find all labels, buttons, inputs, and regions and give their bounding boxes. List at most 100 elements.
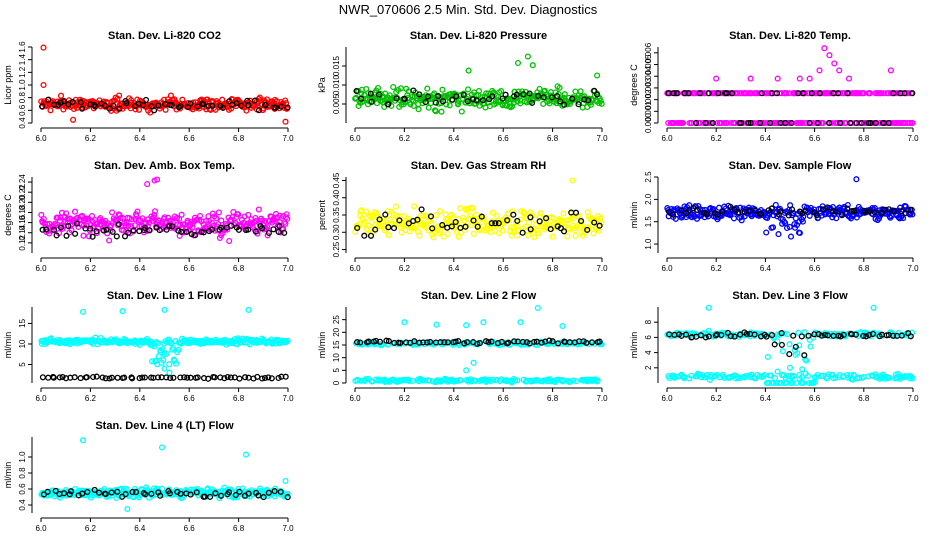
- y-tick-label: 0.24: [18, 174, 27, 190]
- data-point: [236, 375, 243, 382]
- data-point: [128, 216, 135, 223]
- data-point: [176, 215, 183, 223]
- data-point: [666, 208, 673, 215]
- data-point: [671, 374, 678, 381]
- y-tick-label: 0.000: [644, 112, 653, 133]
- panel-title: Stan. Dev. Line 2 Flow: [421, 290, 537, 302]
- data-point: [730, 215, 738, 222]
- data-point: [498, 338, 505, 345]
- data-point: [282, 477, 289, 485]
- data-point: [439, 221, 446, 229]
- data-point: [166, 369, 173, 376]
- data-point: [685, 90, 692, 97]
- data-point: [581, 96, 588, 103]
- y-tick-label: 8: [644, 319, 653, 324]
- data-point: [358, 95, 365, 102]
- data-point: [572, 232, 579, 239]
- data-point: [448, 223, 455, 230]
- data-point: [139, 215, 146, 222]
- data-point: [719, 208, 726, 215]
- x-tick-label: 6.8: [233, 394, 245, 403]
- data-point: [154, 374, 162, 381]
- data-point: [361, 218, 368, 225]
- data-point: [815, 331, 822, 338]
- data-point: [769, 332, 776, 339]
- data-point: [235, 226, 242, 233]
- data-point: [838, 119, 845, 127]
- data-point: [875, 215, 883, 222]
- data-point: [77, 99, 84, 106]
- data-point: [435, 93, 442, 100]
- data-point: [682, 331, 690, 338]
- data-point: [557, 225, 564, 232]
- data-point: [115, 221, 122, 228]
- data-point: [772, 201, 779, 208]
- data-point: [181, 374, 188, 381]
- data-point: [731, 333, 738, 340]
- data-point: [564, 377, 571, 384]
- x-tick-label: 7.0: [282, 264, 294, 273]
- data-point: [367, 232, 375, 239]
- data-point: [141, 374, 148, 381]
- x-tick-label: 7.0: [596, 134, 608, 143]
- data-point: [205, 375, 212, 382]
- y-axis-label: Licor ppm: [3, 65, 13, 105]
- data-point: [130, 227, 137, 234]
- data-point: [50, 374, 57, 381]
- x-tick-label: 6.2: [85, 524, 97, 533]
- data-point: [470, 230, 477, 237]
- data-point: [433, 212, 440, 219]
- data-point: [453, 93, 460, 100]
- data-point: [102, 375, 109, 382]
- data-point: [161, 214, 168, 221]
- y-tick-label: 0.18: [18, 204, 27, 220]
- page-title: NWR_070606 2.5 Min. Std. Dev. Diagnostic…: [338, 2, 598, 17]
- data-point: [886, 374, 893, 381]
- data-point: [549, 233, 556, 240]
- data-point: [102, 491, 109, 498]
- x-tick-label: 6.4: [448, 394, 460, 403]
- data-point: [67, 488, 75, 495]
- data-point: [114, 374, 121, 381]
- data-point: [194, 374, 201, 381]
- data-point: [393, 213, 400, 220]
- data-point: [824, 332, 831, 339]
- data-point: [205, 102, 212, 110]
- data-point: [475, 87, 483, 95]
- data-point: [47, 107, 54, 114]
- data-point: [596, 222, 603, 229]
- data-point: [71, 374, 78, 381]
- data-point: [596, 338, 603, 345]
- data-point: [265, 374, 272, 381]
- y-tick-label: 0.6: [18, 104, 27, 116]
- data-point: [502, 91, 509, 98]
- data-point: [376, 338, 384, 345]
- data-point: [709, 119, 716, 127]
- data-point: [721, 119, 728, 127]
- data-point: [715, 90, 722, 97]
- data-point: [438, 108, 445, 115]
- data-point: [758, 90, 765, 97]
- y-axis-label: ml/min: [317, 332, 327, 359]
- data-point: [844, 371, 851, 379]
- data-point: [108, 374, 115, 381]
- data-point: [367, 90, 374, 97]
- data-point: [259, 375, 266, 382]
- data-point: [560, 228, 568, 235]
- data-point: [577, 88, 584, 95]
- y-tick-label: 2.0: [644, 193, 653, 205]
- data-point: [175, 346, 182, 353]
- data-point: [465, 67, 472, 74]
- data-point: [139, 374, 146, 381]
- panel-6: Stan. Dev. Sample Flow ml/min 6.0 6.2 6.4 6.6…: [629, 160, 919, 273]
- data-point: [469, 96, 476, 103]
- data-point: [752, 207, 759, 214]
- data-point: [284, 490, 291, 497]
- data-point: [690, 212, 697, 219]
- data-point: [781, 218, 788, 225]
- data-point: [89, 233, 96, 240]
- data-point: [561, 101, 568, 108]
- data-point: [415, 218, 422, 225]
- data-point: [909, 90, 916, 97]
